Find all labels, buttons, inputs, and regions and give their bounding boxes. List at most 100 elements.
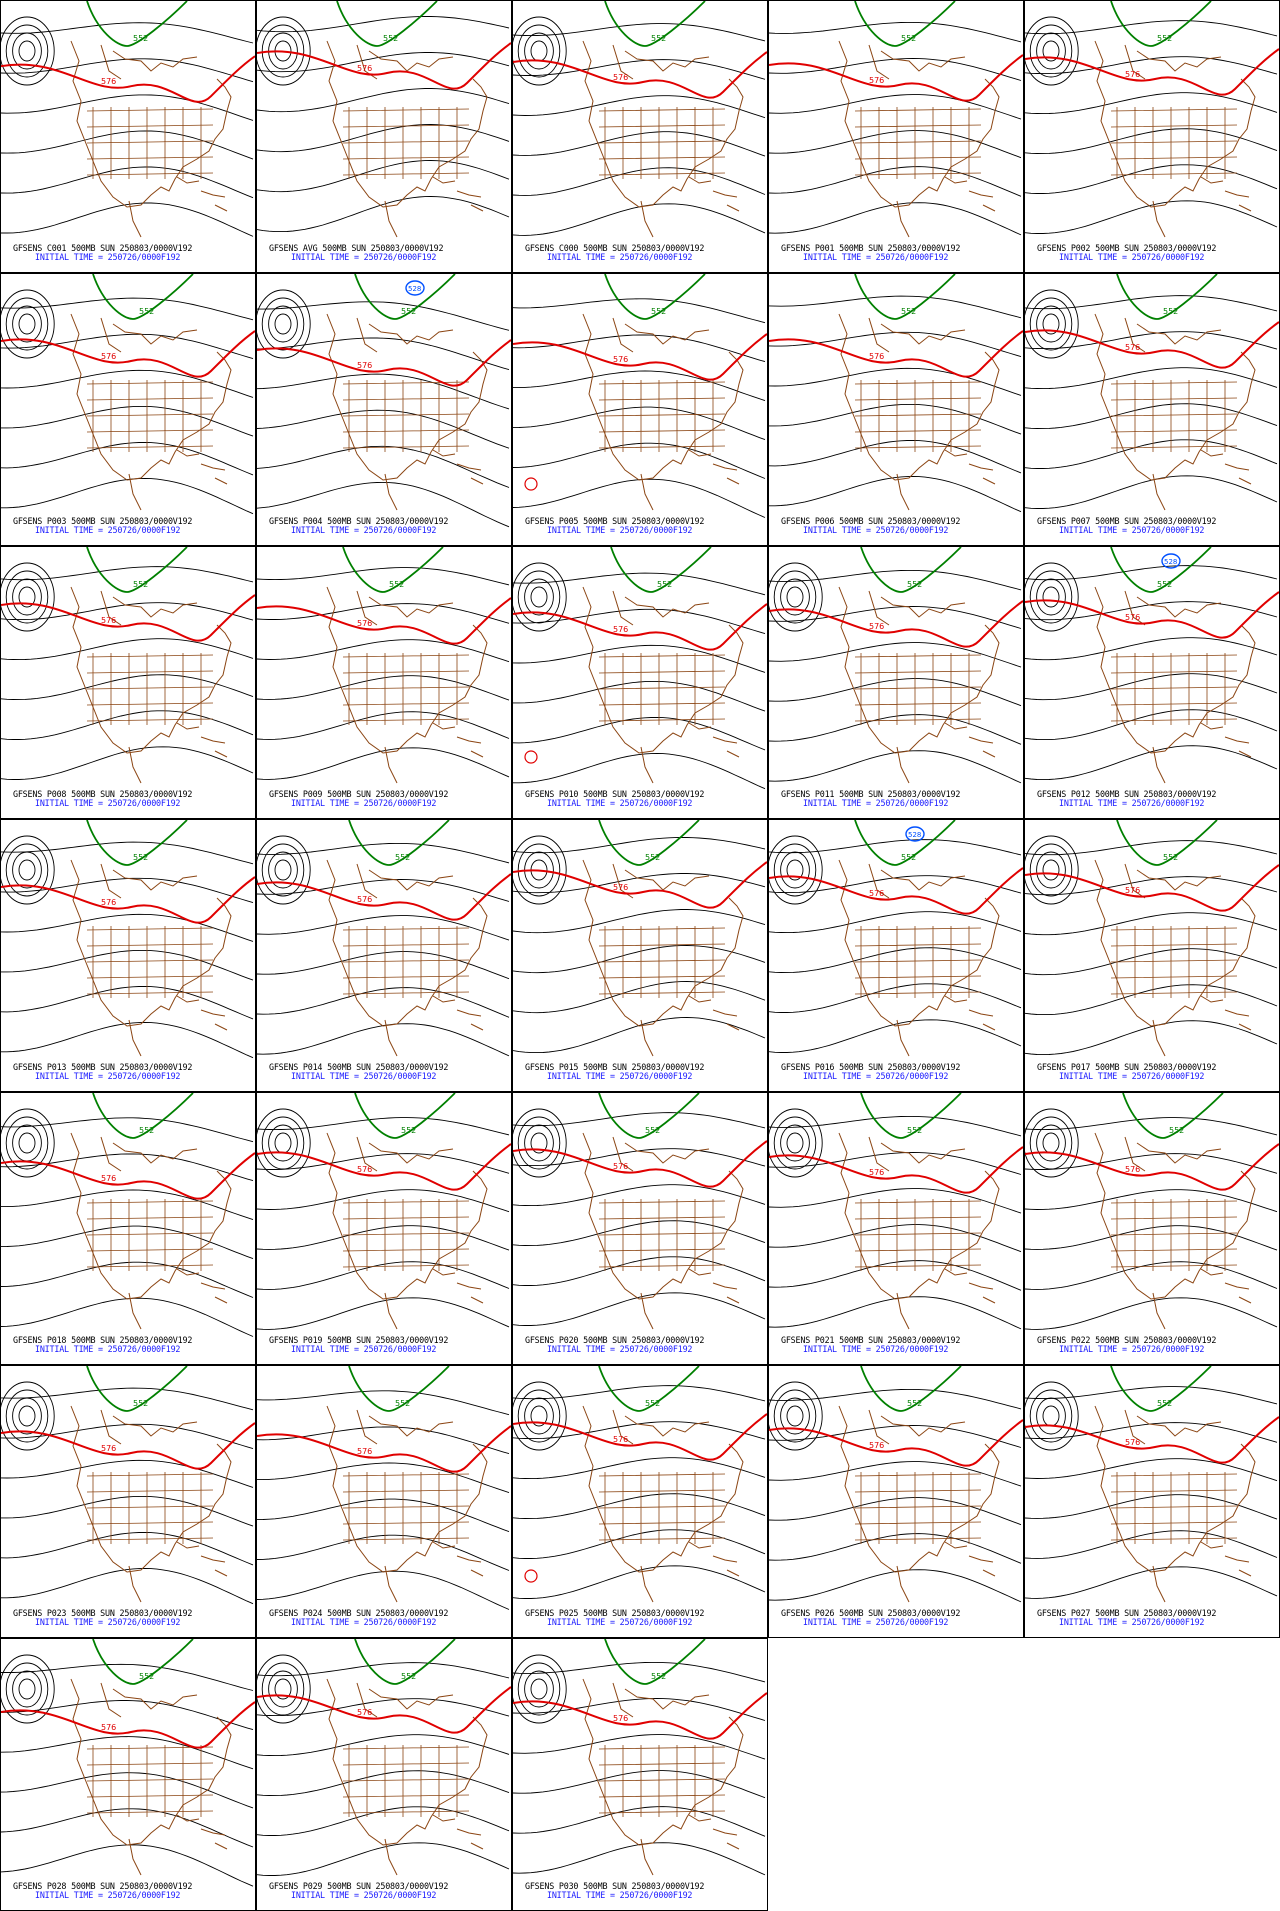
height-contour-map: 576 552 [513, 547, 767, 790]
contour-label-552: 552 [133, 853, 148, 862]
ensemble-member-panel: 576 552 GFSENS P020 500MB SUN 250803/0000V… [512, 1092, 768, 1365]
height-contour [1025, 164, 1278, 194]
height-contour [1, 1022, 254, 1059]
closed-low-contour [517, 1116, 561, 1170]
height-contour [1025, 745, 1278, 781]
contour-label-552: 552 [907, 1126, 922, 1135]
ensemble-member-panel: 576 552 GFSENS P008 500MB SUN 250803/0000V… [0, 546, 256, 819]
panel-init-time: INITIAL TIME = 250726/0000F192 [35, 1071, 181, 1081]
height-contour [1, 1225, 254, 1260]
contour-552 [854, 274, 956, 320]
height-contour-map: 576 552 [257, 1093, 511, 1330]
panel-init-time: INITIAL TIME = 250726/0000F192 [291, 1344, 437, 1354]
height-contour [1025, 475, 1278, 509]
height-contour [1, 566, 254, 583]
contour-552 [610, 547, 712, 593]
closed-low-contour [513, 835, 567, 905]
closed-low-contour [530, 1132, 548, 1154]
contour-552 [604, 1639, 706, 1685]
height-contour [257, 567, 510, 586]
ensemble-member-panel: 576 552 GFSENS P025 500MB SUN 250803/0000V… [512, 1365, 768, 1638]
panel-init-time: INITIAL TIME = 250726/0000F192 [1059, 1071, 1205, 1081]
height-contour [1025, 1261, 1278, 1290]
height-contour [769, 202, 1022, 236]
ensemble-member-panel: 576 552 GFSENS P009 500MB SUN 250803/0000V… [256, 546, 512, 819]
tropical-low-576 [524, 1569, 538, 1583]
height-contour [513, 95, 766, 119]
panel-init-time: INITIAL TIME = 250726/0000F192 [803, 1617, 949, 1627]
closed-low-contour [513, 1654, 567, 1724]
height-contour [257, 337, 510, 371]
tropical-low-576 [524, 477, 538, 491]
ensemble-member-panel: 576 552 GFSENS P019 500MB SUN 250803/0000V… [256, 1092, 512, 1365]
state-boundaries [1110, 1472, 1238, 1544]
height-contour [1025, 439, 1278, 469]
closed-low-contour [786, 586, 804, 608]
ensemble-member-panel: 576 552 528 GFSENS P004 500MB SUN 250803/00… [256, 273, 512, 546]
contour-label-576: 576 [613, 625, 628, 634]
contour-552 [1110, 1366, 1212, 1412]
height-contour [1, 333, 254, 360]
state-boundaries [342, 1745, 470, 1817]
height-contour [513, 981, 766, 1014]
height-contour [1025, 601, 1278, 621]
panel-title: GFSENS P015 500MB SUN 250803/0000V192 [525, 1062, 705, 1072]
coastline [70, 1132, 232, 1330]
closed-low-contour [261, 24, 305, 78]
panel-title: GFSENS P018 500MB SUN 250803/0000V192 [13, 1335, 193, 1345]
contour-552 [354, 274, 456, 320]
height-contour [257, 1842, 510, 1876]
height-contour [1, 1117, 254, 1143]
panel-title: GFSENS P019 500MB SUN 250803/0000V192 [269, 1335, 449, 1345]
contour-label-576: 576 [357, 619, 372, 628]
panel-title: GFSENS P030 500MB SUN 250803/0000V192 [525, 1881, 705, 1891]
height-contour-map: 576 552 [1025, 1, 1279, 238]
contour-label-576: 576 [869, 1168, 884, 1177]
state-boundaries [342, 653, 470, 725]
height-contour [513, 1017, 766, 1054]
closed-low-contour [530, 1405, 548, 1427]
contour-552 [604, 1, 706, 47]
height-contour [1, 1663, 254, 1691]
height-contour [513, 680, 766, 712]
coastline [582, 313, 744, 511]
contour-576 [257, 1425, 511, 1473]
panel-title: GFSENS P009 500MB SUN 250803/0000V192 [269, 789, 449, 799]
closed-low-contour [1042, 1405, 1060, 1427]
closed-low-contour [5, 1662, 49, 1716]
contour-576 [513, 603, 767, 651]
height-contour [257, 301, 510, 331]
contour-label-576: 576 [357, 1447, 372, 1456]
closed-low-contour [513, 16, 567, 86]
closed-low-contour [261, 297, 305, 351]
contour-label-576: 576 [613, 73, 628, 82]
height-contour [1, 478, 254, 515]
contour-label-552: 552 [1157, 580, 1172, 589]
closed-low-contour [257, 1108, 311, 1178]
state-boundaries [598, 380, 726, 452]
height-contour [1025, 20, 1278, 37]
panel-init-time: INITIAL TIME = 250726/0000F192 [291, 1890, 437, 1900]
height-contour [769, 839, 1022, 856]
height-contour-map: 576 552 [769, 274, 1023, 513]
height-contour [257, 747, 510, 780]
contour-label-576: 576 [101, 898, 116, 907]
height-contour [257, 160, 510, 193]
height-contour [257, 124, 510, 153]
contour-label-576: 576 [357, 1165, 372, 1174]
closed-low-contour [18, 313, 36, 335]
ensemble-member-panel: 576 552 GFSENS C000 500MB SUN 250803/0000V… [512, 0, 768, 273]
height-contour [1, 58, 254, 83]
height-contour [257, 1662, 510, 1679]
closed-low-contour [786, 1405, 804, 1427]
ensemble-member-panel: 576 552 GFSENS P014 500MB SUN 250803/0000V… [256, 819, 512, 1092]
panel-title: GFSENS P016 500MB SUN 250803/0000V192 [781, 1062, 961, 1072]
closed-low-contour [1025, 562, 1079, 632]
contour-label-576: 576 [101, 352, 116, 361]
ensemble-member-panel: 576 552 GFSENS P018 500MB SUN 250803/0000V… [0, 1092, 256, 1365]
height-contour [1025, 1117, 1278, 1136]
height-contour [769, 130, 1022, 159]
height-contour-map: 576 552 [1, 1, 255, 238]
ensemble-member-panel: 576 552 GFSENS P023 500MB SUN 250803/0000V… [0, 1365, 256, 1638]
coastline [70, 313, 232, 511]
